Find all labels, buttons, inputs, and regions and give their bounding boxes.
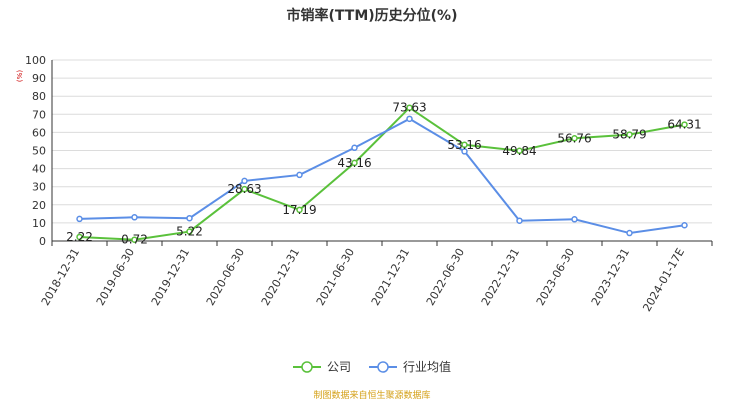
- y-tick-label: 80: [32, 90, 46, 103]
- label-layer: 2.22 0.72 5.22 28.63 17.19 43.16 73.63 53.16 49.…: [66, 101, 702, 247]
- data-point: [571, 135, 578, 142]
- x-tick-label: 2023-12-31: [589, 246, 632, 308]
- data-point: [516, 217, 523, 224]
- x-tick-label: 2023-06-30: [534, 246, 577, 308]
- x-tick-label: 2021-12-31: [369, 246, 412, 308]
- data-point: [131, 214, 138, 221]
- data-point: [186, 214, 193, 222]
- legend-item-company[interactable]: 公司: [292, 358, 351, 375]
- data-point: [681, 121, 688, 128]
- data-point: [461, 148, 468, 155]
- y-tick-label: 30: [32, 181, 46, 194]
- y-tick-label: 10: [32, 217, 46, 230]
- data-label: 53.16: [447, 138, 481, 152]
- data-label: 49.84: [502, 144, 536, 158]
- x-tick-label: 2020-06-30: [204, 246, 247, 308]
- data-label: 73.63: [392, 101, 426, 115]
- legend-line-icon: [292, 360, 321, 373]
- data-point: [461, 141, 468, 149]
- x-tick-label: 2019-12-31: [149, 246, 192, 308]
- grid-layer: [52, 59, 712, 242]
- data-point: [406, 104, 413, 111]
- y-tick-label: 0: [39, 235, 46, 248]
- data-point: [516, 147, 523, 155]
- data-point: [626, 131, 633, 138]
- data-point: [351, 159, 358, 167]
- data-label: 28.63: [227, 182, 261, 196]
- x-tick-label: 2018-12-31: [39, 246, 82, 308]
- y-tick-label: 40: [32, 163, 46, 176]
- data-label: 64.31: [667, 118, 701, 132]
- x-tick-label: 2022-06-30: [424, 246, 467, 308]
- legend-item-industry[interactable]: 行业均值: [369, 358, 451, 375]
- y-axis-unit: (%): [16, 70, 24, 82]
- data-label: 58.79: [612, 128, 646, 142]
- x-tick-label: 2020-12-31: [259, 246, 302, 308]
- data-point: [76, 233, 83, 241]
- data-label: 43.16: [337, 156, 371, 170]
- data-point: [681, 222, 688, 229]
- data-label: 0.72: [121, 233, 148, 247]
- data-label: 5.22: [176, 225, 203, 239]
- chart-title: 市销率(TTM)历史分位(%): [286, 8, 458, 24]
- data-point: [296, 206, 303, 214]
- legend-line-icon: [369, 360, 397, 373]
- data-point: [351, 144, 358, 152]
- y-tick-label: 60: [32, 126, 46, 139]
- data-label: 56.76: [557, 131, 591, 145]
- axis-layer: 0 10 20 30 40 50 60 70 80 90 100(%) 2018-12-31 2019-…: [16, 54, 713, 314]
- data-point: [571, 216, 578, 223]
- data-point: [296, 171, 303, 179]
- data-point: [626, 229, 633, 237]
- data-point: [241, 185, 248, 193]
- data-point: [241, 177, 248, 185]
- legend-label-company: 公司: [326, 360, 351, 374]
- data-point: [131, 236, 138, 243]
- series-layer: [76, 104, 688, 243]
- x-tick-label: 2022-12-31: [479, 246, 522, 308]
- data-point: [76, 215, 83, 223]
- data-label: 17.19: [282, 203, 316, 217]
- x-tick-label: 2019-06-30: [94, 246, 137, 308]
- y-tick-label: 20: [32, 199, 46, 212]
- x-tick-label: 2021-06-30: [314, 246, 357, 308]
- legend-label-industry: 行业均值: [403, 360, 452, 374]
- y-tick-label: 70: [32, 108, 46, 121]
- data-point: [186, 228, 193, 235]
- series-line-company: [79, 106, 685, 241]
- y-tick-label: 50: [32, 145, 46, 158]
- y-tick-label: 90: [32, 72, 46, 85]
- series-line-industry: [79, 117, 685, 235]
- y-tick-label: 100: [25, 54, 46, 67]
- legend: 公司 行业均值: [0, 358, 744, 375]
- source-note: 制图数据来自恒生聚源数据库: [313, 391, 431, 401]
- data-point: [406, 115, 413, 123]
- data-label: 2.22: [66, 230, 93, 244]
- x-tick-label: 2024-01-17E: [640, 246, 687, 314]
